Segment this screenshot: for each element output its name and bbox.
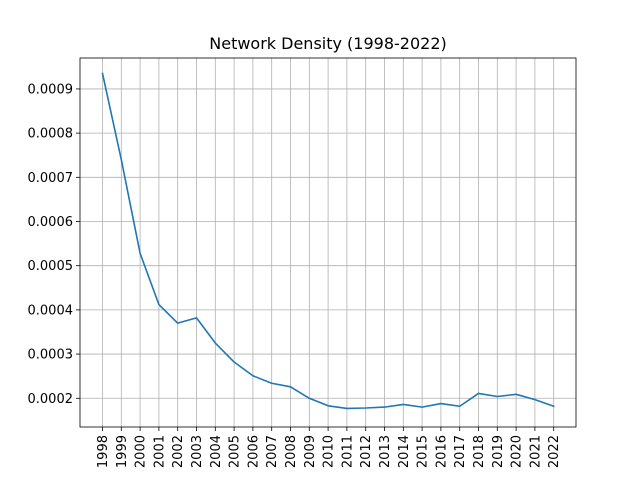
x-tick-label: 2000 <box>134 435 149 468</box>
x-tick-label: 2015 <box>416 435 431 468</box>
x-tick-label: 2003 <box>190 435 205 468</box>
x-tick-label: 2021 <box>528 435 543 468</box>
plot-area <box>101 72 555 410</box>
x-tick-label: 2008 <box>284 435 299 468</box>
x-tick-label: 2004 <box>209 435 224 468</box>
x-tick-label: 2014 <box>397 435 412 468</box>
x-tick-label: 2012 <box>359 435 374 468</box>
y-tick-label: 0.0007 <box>28 171 74 186</box>
y-tick-label: 0.0003 <box>28 348 74 363</box>
x-tick-label: 2017 <box>453 435 468 468</box>
grid <box>80 58 576 427</box>
x-tick-label: 2007 <box>265 435 280 468</box>
x-tick-label: 2019 <box>491 435 506 468</box>
x-tick-label: 2013 <box>378 435 393 468</box>
y-tick-label: 0.0005 <box>28 259 74 274</box>
x-tick-label: 2016 <box>434 435 449 468</box>
chart-title: Network Density (1998-2022) <box>209 34 447 53</box>
x-tick-label: 2001 <box>152 435 167 468</box>
x-tick-label: 2020 <box>510 435 525 468</box>
y-tick-label: 0.0009 <box>28 82 74 97</box>
y-tick-label: 0.0002 <box>28 392 74 407</box>
y-tick-label: 0.0008 <box>28 127 74 142</box>
x-tick-label: 2010 <box>322 435 337 468</box>
x-tick-label: 1999 <box>115 435 130 468</box>
axes: 1998 1999 2000 2001 2002 2003 2004 2005 2006 2007… <box>28 57 577 468</box>
x-tick-label: 2018 <box>472 435 487 468</box>
x-tick-label: 2009 <box>303 435 318 468</box>
x-tick-label: 2005 <box>228 435 243 468</box>
x-tick-label: 2022 <box>547 435 562 468</box>
x-tick-label: 2011 <box>340 435 355 468</box>
x-tick-label: 2006 <box>246 435 261 468</box>
axes-frame <box>79 57 577 428</box>
y-tick-label: 0.0004 <box>28 303 74 318</box>
x-tick-label: 1998 <box>96 435 111 468</box>
x-tick-label: 2002 <box>171 435 186 468</box>
y-tick-label: 0.0006 <box>28 215 74 230</box>
